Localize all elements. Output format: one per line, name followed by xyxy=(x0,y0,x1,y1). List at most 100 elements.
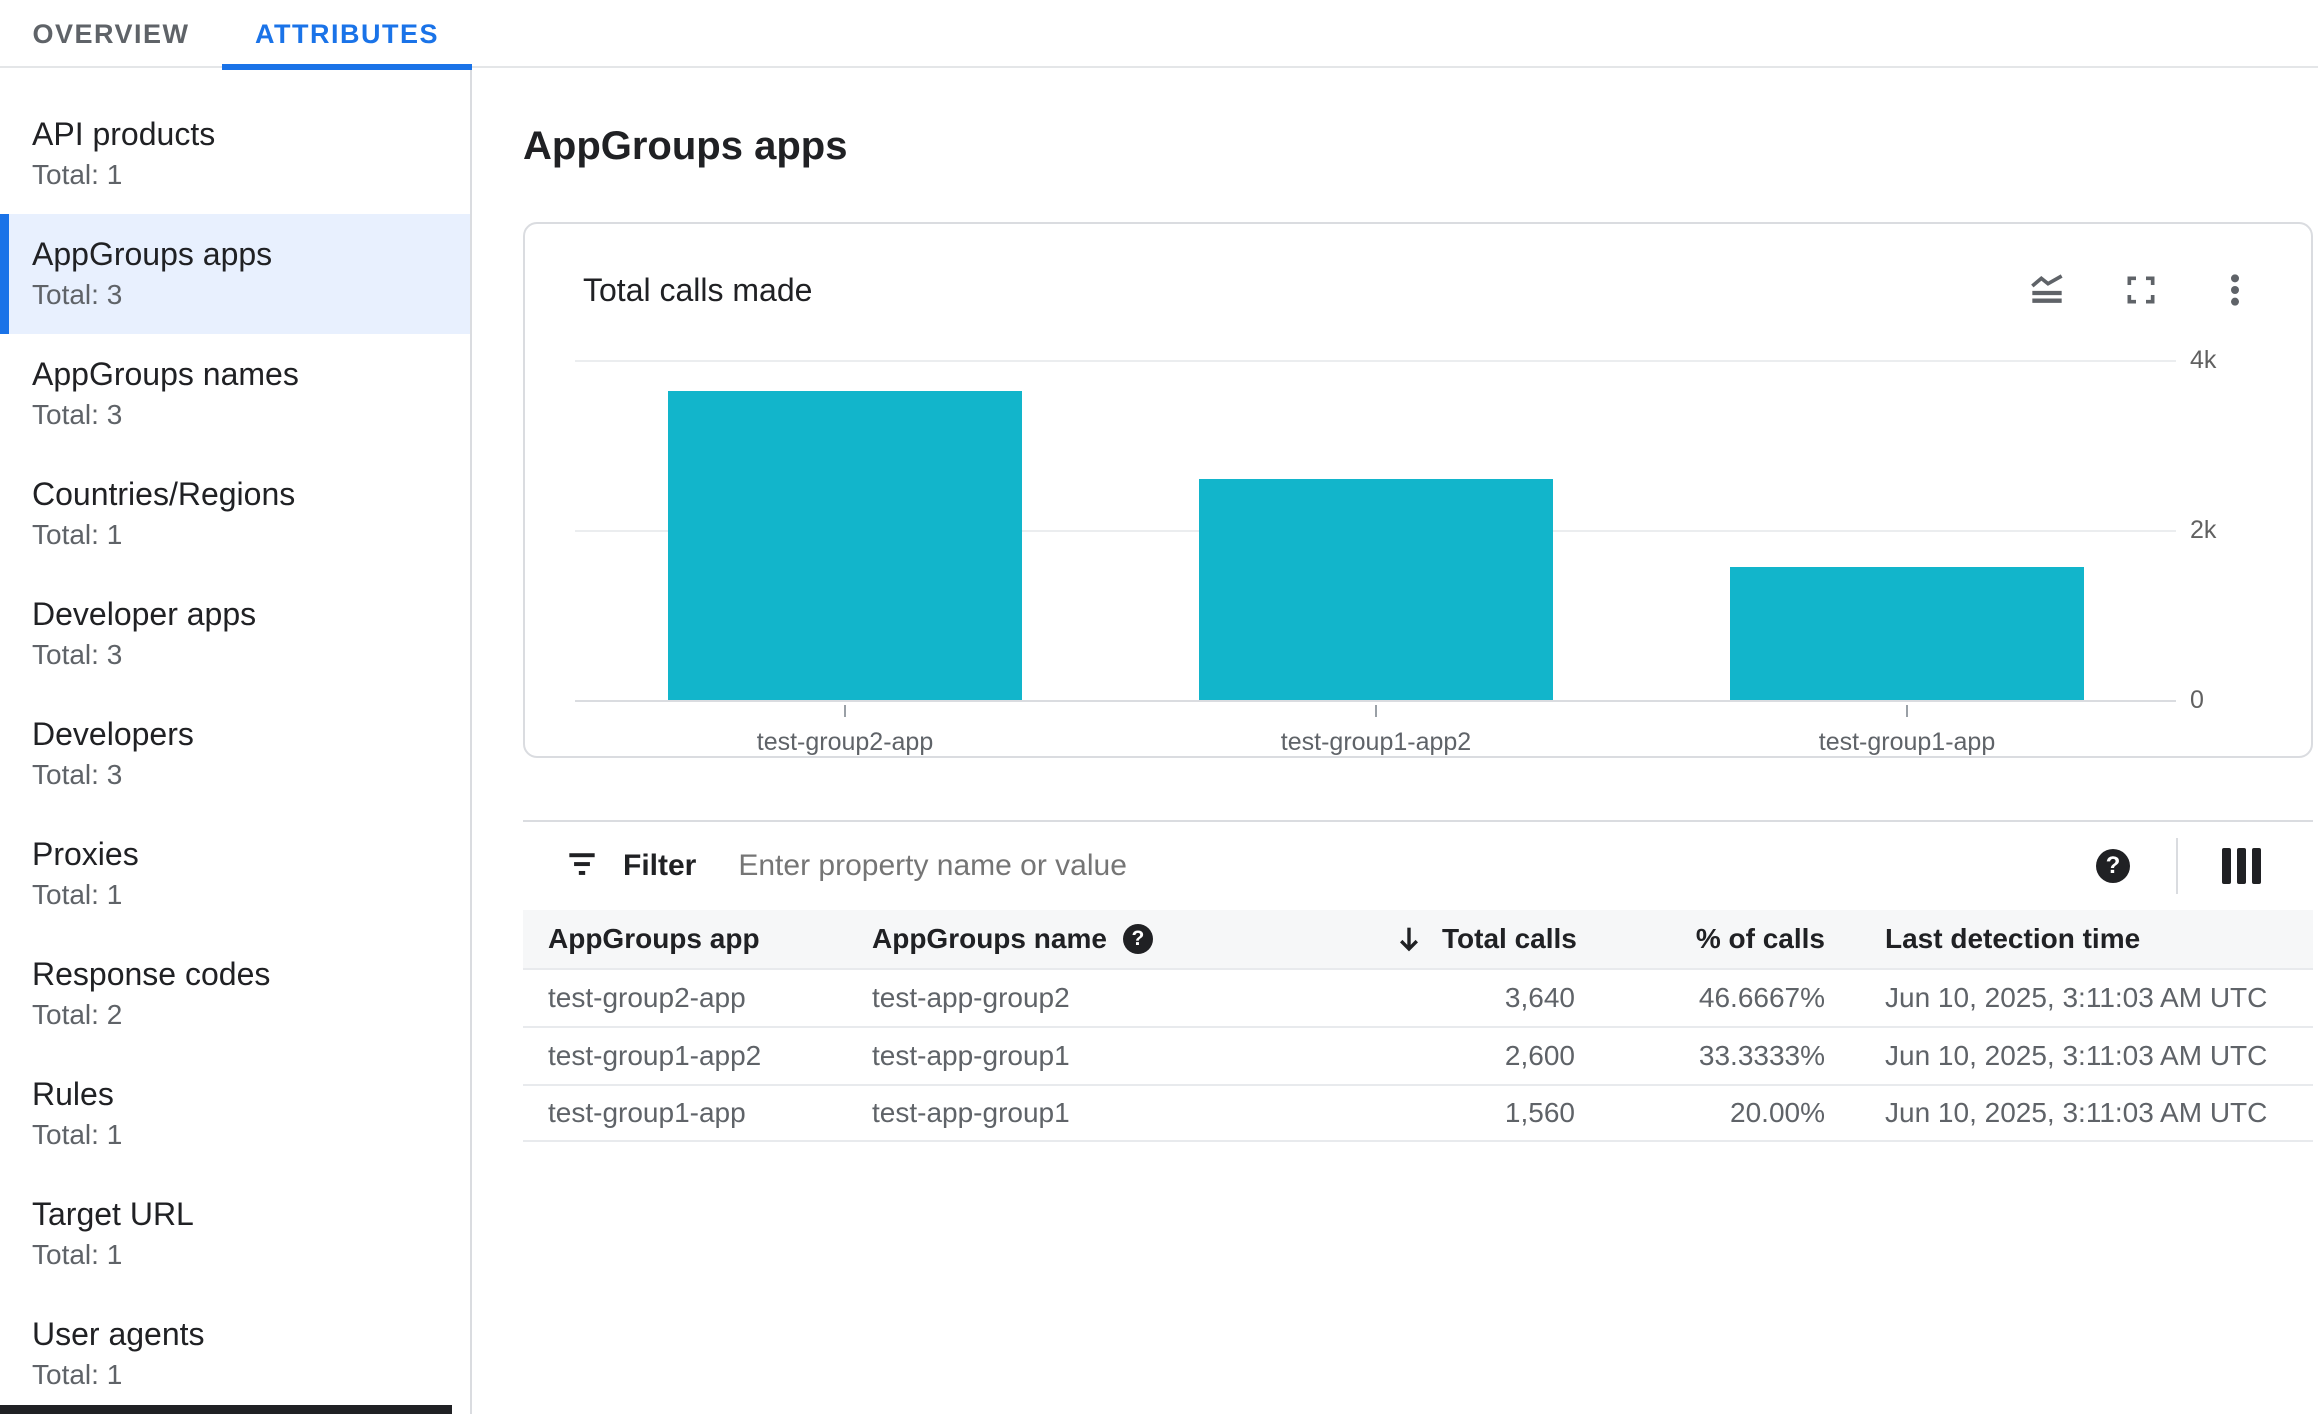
column-header-appgroups-name[interactable]: AppGroups name? xyxy=(872,923,1392,955)
cell-calls: 1,560 xyxy=(1504,1097,1575,1128)
sidebar-item-total: Total: 1 xyxy=(32,1239,123,1270)
sidebar-item-countries-regions[interactable]: Countries/Regions Total: 1 xyxy=(0,454,470,574)
column-help-icon[interactable]: ? xyxy=(1122,924,1153,954)
sidebar-item-label: Target URL xyxy=(32,1196,194,1232)
sort-desc-icon xyxy=(1392,922,1426,957)
sidebar-item-target-url[interactable]: Target URL Total: 1 xyxy=(0,1174,470,1294)
sidebar-item-response-codes[interactable]: Response codes Total: 2 xyxy=(0,934,470,1054)
chart-card: Total calls made xyxy=(523,222,2313,758)
filter-label: Filter xyxy=(623,849,697,882)
chart-card-title: Total calls made xyxy=(583,272,813,308)
sidebar-item-label: Developer apps xyxy=(32,596,257,632)
x-axis-tick xyxy=(1375,705,1377,717)
sidebar-item-label: Developers xyxy=(32,716,194,752)
fullscreen-icon[interactable] xyxy=(2119,268,2163,312)
cell-last_detection: Jun 10, 2025, 3:11:03 AM UTC xyxy=(1885,1040,2268,1071)
column-header-label: Last detection time xyxy=(1885,923,2141,954)
column-header--of-calls[interactable]: % of calls xyxy=(1582,923,1832,955)
x-axis-tick xyxy=(1906,705,1908,717)
cell-name: test-app-group1 xyxy=(872,1040,1070,1071)
table-row-test-group2-app: test-group2-app test-app-group2 3,640 46.66… xyxy=(523,968,2313,1026)
sidebar-item-total: Total: 3 xyxy=(32,639,123,670)
sidebar-item-developer-apps[interactable]: Developer apps Total: 3 xyxy=(0,574,470,694)
filter-input[interactable] xyxy=(738,849,2096,883)
table-section: Filter ? AppGroups app AppGroups name? Tot… xyxy=(523,820,2313,1142)
sidebar-item-label: User agents xyxy=(32,1316,205,1352)
sidebar-item-developers[interactable]: Developers Total: 3 xyxy=(0,694,470,814)
sidebar-item-label: Rules xyxy=(32,1076,114,1112)
sidebar-item-total: Total: 1 xyxy=(32,1359,123,1390)
chart-gridline xyxy=(575,360,2176,362)
cell-app: test-group1-app xyxy=(548,1097,746,1128)
sidebar-item-label: AppGroups names xyxy=(32,356,299,392)
y-axis-tick-label: 0 xyxy=(2190,686,2204,714)
cell-name: test-app-group1 xyxy=(872,1097,1070,1128)
tab-overview[interactable]: OVERVIEW xyxy=(32,18,190,49)
filter-divider xyxy=(2176,838,2178,894)
page-title: AppGroups apps xyxy=(523,124,848,168)
x-axis-label: test-group1-app xyxy=(1818,728,1996,756)
x-axis-label: test-group1-app2 xyxy=(1280,728,1472,756)
sidebar-item-appgroups-names[interactable]: AppGroups names Total: 3 xyxy=(0,334,470,454)
cell-calls: 2,600 xyxy=(1504,1040,1575,1071)
sidebar-item-total: Total: 3 xyxy=(32,759,123,790)
sidebar-item-total: Total: 1 xyxy=(32,519,123,550)
tab-bar: OVERVIEW ATTRIBUTES xyxy=(0,0,2318,70)
bar-test-group1-app[interactable] xyxy=(1730,567,2084,700)
sidebar-item-total: Total: 3 xyxy=(32,399,123,430)
x-axis-label: test-group2-app xyxy=(756,728,934,756)
cell-last_detection: Jun 10, 2025, 3:11:03 AM UTC xyxy=(1885,1097,2268,1128)
bar-test-group2-app[interactable] xyxy=(668,391,1022,700)
sidebar-item-label: AppGroups apps xyxy=(32,236,273,272)
sidebar-item-total: Total: 3 xyxy=(32,279,123,310)
column-settings-icon[interactable] xyxy=(2222,848,2261,884)
cell-last_detection: Jun 10, 2025, 3:11:03 AM UTC xyxy=(1885,982,2268,1013)
sidebar-item-rules[interactable]: Rules Total: 1 xyxy=(0,1054,470,1174)
sidebar-item-label: Response codes xyxy=(32,956,271,992)
sidebar-item-proxies[interactable]: Proxies Total: 1 xyxy=(0,814,470,934)
table-row-test-group1-app2: test-group1-app2 test-app-group1 2,600 33.3… xyxy=(523,1026,2313,1084)
more-vert-icon[interactable] xyxy=(2213,268,2257,312)
y-axis-tick-label: 2k xyxy=(2190,516,2217,544)
cell-app: test-group2-app xyxy=(548,982,746,1013)
attributes-sidebar: API products Total: 1 AppGroups apps Total:… xyxy=(0,68,472,1414)
main-content: AppGroups apps Total calls made xyxy=(472,68,2318,1414)
chart-gridline xyxy=(575,700,2176,702)
column-header-label: % of calls xyxy=(1695,923,1825,954)
table-row-test-group1-app: test-group1-app test-app-group1 1,560 20.00… xyxy=(523,1084,2313,1142)
table-header-row: AppGroups app AppGroups name? Total calls … xyxy=(523,910,2313,968)
y-axis-tick-label: 4k xyxy=(2190,346,2217,374)
cell-name: test-app-group2 xyxy=(872,982,1070,1013)
filter-row: Filter ? xyxy=(523,822,2313,910)
column-header-label: AppGroups name xyxy=(872,923,1107,954)
cell-percent: 20.00% xyxy=(1730,1097,1825,1128)
chart-type-icon[interactable] xyxy=(2025,268,2069,312)
column-header-last-detection-time[interactable]: Last detection time xyxy=(1832,923,2313,955)
cell-app: test-group1-app2 xyxy=(548,1040,762,1071)
column-header-label: AppGroups app xyxy=(548,923,760,954)
cell-percent: 46.6667% xyxy=(1698,982,1825,1013)
sidebar-scrollbar[interactable] xyxy=(0,1405,452,1414)
cell-calls: 3,640 xyxy=(1504,982,1575,1013)
filter-icon xyxy=(563,845,601,888)
sidebar-item-total: Total: 1 xyxy=(32,1119,123,1150)
sidebar-item-label: API products xyxy=(32,116,216,152)
sidebar-item-api-products[interactable]: API products Total: 1 xyxy=(0,94,470,214)
column-header-total-calls-made[interactable]: Total calls made xyxy=(1392,922,1582,957)
sidebar-item-appgroups-apps[interactable]: AppGroups apps Total: 3 xyxy=(0,214,470,334)
sidebar-item-total: Total: 2 xyxy=(32,999,123,1030)
filter-help-icon[interactable]: ? xyxy=(2096,849,2130,883)
column-header-appgroups-app[interactable]: AppGroups app xyxy=(523,923,872,955)
sidebar-item-user-agents[interactable]: User agents Total: 1 xyxy=(0,1294,470,1414)
sidebar-item-total: Total: 1 xyxy=(32,159,123,190)
sidebar-item-total: Total: 1 xyxy=(32,879,123,910)
bar-test-group1-app2[interactable] xyxy=(1199,479,1553,700)
x-axis-tick xyxy=(844,705,846,717)
sidebar-item-label: Proxies xyxy=(32,836,139,872)
bar-chart: test-group2-app test-group1-app2 test-grou… xyxy=(575,360,2176,756)
chart-card-toolbar xyxy=(2025,268,2257,312)
cell-percent: 33.3333% xyxy=(1698,1040,1825,1071)
sidebar-item-label: Countries/Regions xyxy=(32,476,296,512)
tab-attributes[interactable]: ATTRIBUTES xyxy=(222,0,472,70)
